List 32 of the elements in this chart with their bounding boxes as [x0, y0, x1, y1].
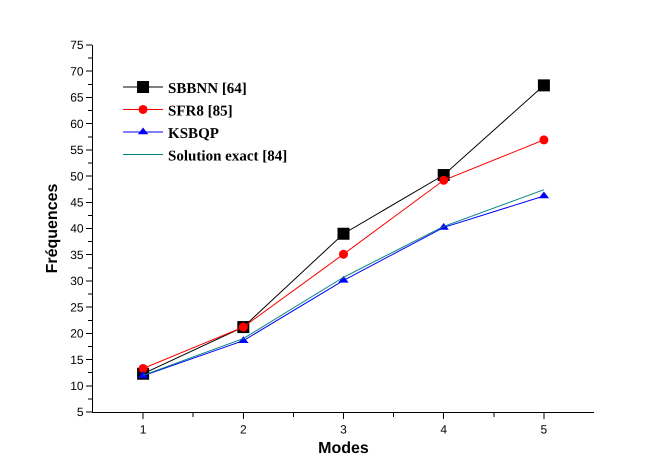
- point: [138, 364, 148, 373]
- y-tick-label: 45: [70, 195, 84, 210]
- legend-label: Solution exact [84]: [168, 148, 288, 164]
- y-tick-label: 65: [70, 90, 84, 105]
- x-tick-label: 1: [140, 422, 147, 436]
- y-tick-label: 55: [70, 143, 84, 158]
- y-tick-label: 75: [70, 38, 84, 52]
- y-tick-label: 15: [70, 352, 84, 367]
- x-axis-title: Modes: [318, 440, 369, 458]
- legend-label: SFR8 [85]: [168, 103, 233, 120]
- point: [538, 79, 550, 92]
- y-tick-label: 60: [70, 116, 84, 131]
- y-axis-title: Fréquences: [44, 183, 62, 274]
- point: [338, 228, 350, 240]
- y-tick-label: 5: [76, 405, 84, 420]
- x-tick-label: 4: [440, 422, 448, 436]
- y-tick-label: 10: [70, 378, 84, 393]
- x-tick-label: 5: [540, 422, 548, 436]
- point: [339, 250, 348, 259]
- y-tick-label: 70: [70, 64, 84, 78]
- y-tick-label: 20: [70, 326, 84, 341]
- legend-label: KSBQP: [168, 126, 219, 142]
- y-tick-label: 35: [70, 248, 84, 262]
- y-tick-label: 40: [70, 222, 84, 236]
- y-tick-label: 50: [70, 169, 84, 184]
- point: [539, 135, 548, 144]
- x-tick-label: 2: [240, 422, 247, 436]
- x-tick-label: 3: [340, 422, 348, 436]
- legend-label: SBBNN [64]: [168, 80, 247, 97]
- y-tick-label: 25: [70, 300, 84, 314]
- y-tick-label: 30: [70, 274, 84, 288]
- point: [439, 176, 448, 185]
